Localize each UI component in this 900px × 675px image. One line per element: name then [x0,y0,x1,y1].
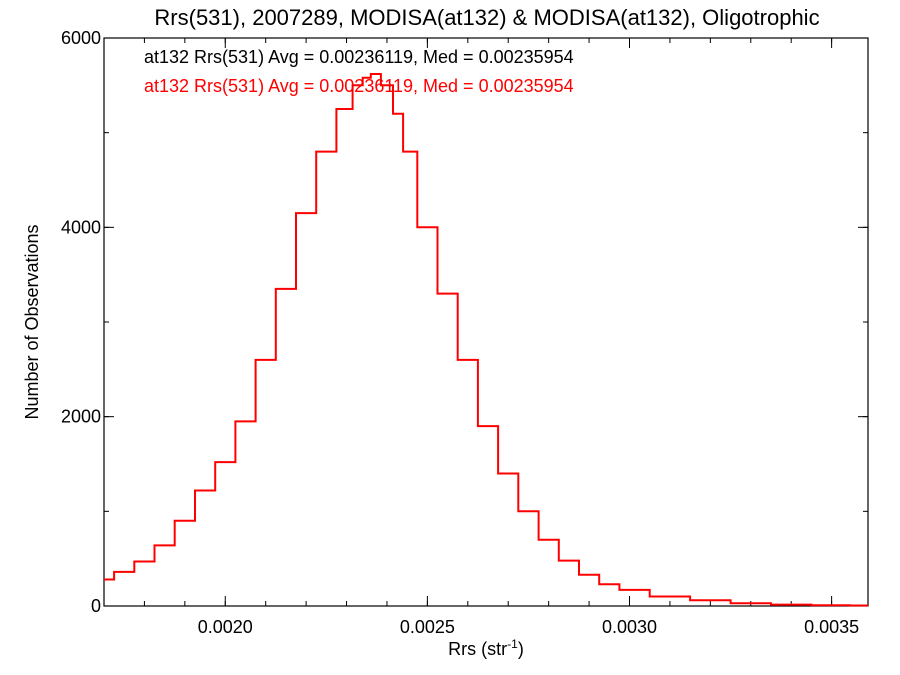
annotation-text: at132 Rrs(531) Avg = 0.00236119, Med = 0… [144,76,574,96]
plot-area [103,37,869,607]
histogram-series-line [104,73,868,607]
chart-title: Rrs(531), 2007289, MODISA(at132) & MODIS… [154,5,819,30]
axis-ticks [103,37,868,607]
x-tick-label: 0.0025 [400,617,455,637]
y-tick-label: 4000 [61,217,101,237]
series-layer [104,73,868,607]
y-tick-label: 6000 [61,28,101,48]
axis-tick-labels: 0.0020 0.0025 0.0030 0.0035 0 2000 4000 6000 [61,28,859,637]
y-axis-label: Number of Observations [22,224,42,419]
annotations: at132 Rrs(531) Avg = 0.00236119, Med = 0… [144,47,574,96]
x-tick-label: 0.0035 [804,617,859,637]
y-tick-label: 0 [91,596,101,616]
x-tick-label: 0.0030 [602,617,657,637]
x-tick-label: 0.0020 [198,617,253,637]
x-axis-label: Rrs (str-1) [448,637,524,659]
plot-frame [103,37,869,607]
annotation-text: at132 Rrs(531) Avg = 0.00236119, Med = 0… [144,47,574,67]
y-tick-label: 2000 [61,407,101,427]
